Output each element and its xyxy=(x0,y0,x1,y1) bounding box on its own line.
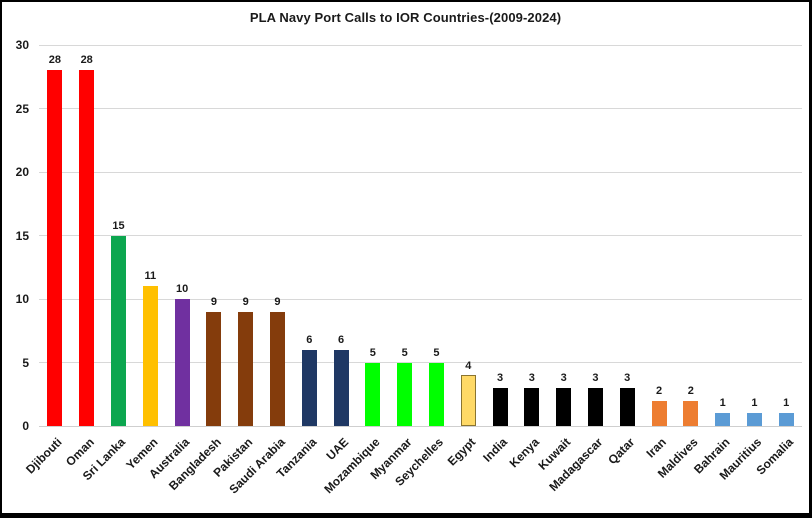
gridline-30 xyxy=(39,44,802,46)
gridline-0 xyxy=(39,425,802,427)
value-label-kenya: 3 xyxy=(528,371,535,384)
bar-mauritius: 1 xyxy=(746,397,762,426)
bar-madagascar: 3 xyxy=(587,372,603,426)
x-axis-label-qatar: Qatar xyxy=(605,435,638,468)
gridline-10 xyxy=(39,298,802,300)
category-slot-djibouti: 28 Djibouti xyxy=(23,45,71,476)
category-slot-egypt: 4 Egypt xyxy=(445,45,484,468)
category-slot-mauritius: 1 Mauritius xyxy=(717,45,771,482)
bar-australia: 10 xyxy=(174,283,190,426)
bar-india: 3 xyxy=(492,372,508,426)
category-slot-iran: 2 Iran xyxy=(643,45,675,461)
y-tick-label-30: 30 xyxy=(15,38,29,52)
bar-bangladesh: 9 xyxy=(206,296,222,426)
y-tick-label-5: 5 xyxy=(22,355,29,370)
bar-sri-lanka: 15 xyxy=(110,220,126,426)
value-label-somalia: 1 xyxy=(783,397,790,410)
y-tick-label-10: 10 xyxy=(15,292,29,306)
x-axis-label-uae: UAE xyxy=(323,435,351,463)
bar-pakistan: 9 xyxy=(238,296,254,426)
value-label-australia: 10 xyxy=(175,283,189,295)
category-slot-mozambique: 5 Mozambique xyxy=(321,45,389,497)
category-slot-yemen: 11 Yemen xyxy=(123,45,166,472)
bar-somalia: 1 xyxy=(778,397,794,426)
value-label-bangladesh: 9 xyxy=(210,295,217,308)
bar-maldives: 2 xyxy=(683,385,699,426)
value-label-uae: 6 xyxy=(338,333,345,346)
y-tick-label-25: 25 xyxy=(15,101,29,116)
category-slot-tanzania: 6 Tanzania xyxy=(274,45,325,481)
gridline-5 xyxy=(39,362,802,363)
bar-seychelles: 5 xyxy=(428,347,444,426)
category-slot-australia: 10 Australia xyxy=(146,45,198,481)
bar-bahrain: 1 xyxy=(715,397,731,426)
value-label-myanmar: 5 xyxy=(401,346,408,359)
bar-saudi-arabia: 9 xyxy=(269,296,285,426)
value-label-kuwait: 3 xyxy=(560,371,567,384)
x-axis-label-djibouti: Djibouti xyxy=(23,435,65,477)
value-label-bahrain: 1 xyxy=(719,397,726,410)
value-label-saudi-arabia: 9 xyxy=(274,295,281,308)
y-tick-label-0: 0 xyxy=(22,419,29,433)
bar-mozambique: 5 xyxy=(365,347,381,426)
bar-yemen: 11 xyxy=(142,270,158,426)
bar-tanzania: 6 xyxy=(301,334,317,426)
x-axis-label-kenya: Kenya xyxy=(506,435,542,471)
value-label-india: 3 xyxy=(496,371,504,384)
value-label-oman: 28 xyxy=(80,54,93,67)
category-slot-sri-lanka: 15 Sri Lanka xyxy=(80,45,135,484)
bars-container: 28 Djibouti 28 Oman 15 Sri Lanka 11 Yemen 10 Aust… xyxy=(23,45,802,497)
value-label-maldives: 2 xyxy=(687,384,694,397)
bar-iran: 2 xyxy=(651,385,667,426)
gridline-15 xyxy=(39,235,802,236)
bar-egypt: 4 xyxy=(460,360,476,426)
category-slot-kuwait: 3 Kuwait xyxy=(536,45,580,473)
value-label-qatar: 3 xyxy=(624,371,631,384)
value-label-sri-lanka: 15 xyxy=(112,219,125,232)
category-slot-oman: 28 Oman xyxy=(63,45,103,469)
bar-oman: 28 xyxy=(79,54,95,426)
bar-kenya: 3 xyxy=(524,372,540,426)
bar-qatar: 3 xyxy=(619,372,635,426)
y-tick-label-20: 20 xyxy=(15,165,29,179)
value-label-mozambique: 5 xyxy=(369,346,376,359)
category-slot-qatar: 3 Qatar xyxy=(605,45,643,467)
value-label-pakistan: 9 xyxy=(242,295,249,308)
category-slot-myanmar: 5 Myanmar xyxy=(367,45,421,483)
category-slot-madagascar: 3 Madagascar xyxy=(546,45,612,494)
gridline-20 xyxy=(39,171,802,173)
value-label-egypt: 4 xyxy=(465,360,472,373)
value-label-mauritius: 1 xyxy=(751,397,758,410)
category-slot-seychelles: 5 Seychelles xyxy=(393,45,453,489)
y-tick-label-15: 15 xyxy=(15,228,29,243)
value-label-iran: 2 xyxy=(655,384,663,397)
category-slot-kenya: 3 Kenya xyxy=(506,45,548,470)
bar-djibouti: 28 xyxy=(47,54,63,426)
x-axis-label-iran: Iran xyxy=(643,435,669,461)
category-slot-pakistan: 9 Pakistan xyxy=(211,45,262,480)
bar-myanmar: 5 xyxy=(397,347,413,426)
category-slot-saudi-arabia: 9 Saudi Arabia xyxy=(226,45,294,497)
value-label-djibouti: 28 xyxy=(48,54,62,67)
value-label-tanzania: 6 xyxy=(306,333,313,346)
category-slot-india: 3 India xyxy=(480,45,516,465)
bar-kuwait: 3 xyxy=(556,372,572,426)
value-label-yemen: 11 xyxy=(144,270,157,283)
category-slot-maldives: 2 Maldives xyxy=(655,45,707,481)
x-axis-label-egypt: Egypt xyxy=(444,435,479,469)
category-slot-bahrain: 1 Bahrain xyxy=(691,45,739,476)
value-label-seychelles: 5 xyxy=(433,346,440,359)
value-label-madagascar: 3 xyxy=(592,371,599,384)
chart-title: PLA Navy Port Calls to IOR Countries-(20… xyxy=(249,10,562,25)
category-slot-uae: 6 UAE xyxy=(323,45,357,463)
category-slot-somalia: 1 Somalia xyxy=(754,45,802,477)
category-slot-bangladesh: 9 Bangladesh xyxy=(166,45,230,493)
plot-area: 28 Djibouti 28 Oman 15 Sri Lanka 11 Yemen 10 Aust… xyxy=(23,44,802,497)
gridline-25 xyxy=(39,108,802,109)
y-axis: 0 5 10 15 20 25 30 xyxy=(2,38,33,433)
bar-uae: 6 xyxy=(333,334,349,426)
